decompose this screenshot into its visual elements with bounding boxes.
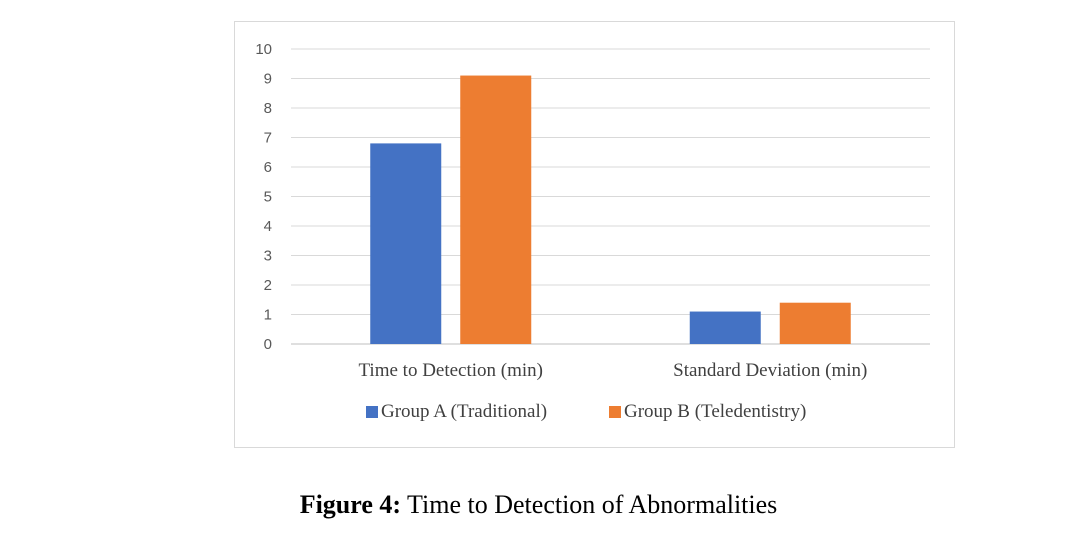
- y-tick-label: 9: [264, 71, 272, 88]
- figure-caption: Figure 4: Time to Detection of Abnormali…: [0, 490, 1077, 520]
- chart-frame: [234, 21, 955, 448]
- y-tick-label: 5: [264, 189, 272, 206]
- legend-swatch: [366, 406, 378, 418]
- y-tick-label: 10: [255, 41, 272, 58]
- caption-label: Figure 4:: [299, 490, 402, 519]
- y-tick-label: 4: [264, 218, 272, 235]
- x-category-label: Standard Deviation (min): [673, 360, 867, 381]
- bar-group-a: [689, 311, 761, 344]
- y-tick-label: 3: [264, 248, 272, 265]
- y-tick-label: 0: [264, 336, 272, 353]
- bar-group-b: [779, 302, 851, 344]
- legend-label: Group A (Traditional): [381, 401, 547, 422]
- x-category-label: Time to Detection (min): [358, 360, 543, 381]
- legend-label: Group B (Teledentistry): [624, 401, 806, 422]
- y-tick-label: 1: [264, 307, 272, 324]
- y-tick-label: 7: [264, 130, 272, 147]
- y-tick-label: 8: [264, 100, 272, 117]
- bar-group-a: [370, 143, 442, 344]
- y-tick-label: 2: [264, 277, 272, 294]
- bar-group-b: [460, 75, 532, 345]
- caption-text: Time to Detection of Abnormalities: [401, 490, 778, 519]
- y-tick-label: 6: [264, 159, 272, 176]
- legend-swatch: [609, 406, 621, 418]
